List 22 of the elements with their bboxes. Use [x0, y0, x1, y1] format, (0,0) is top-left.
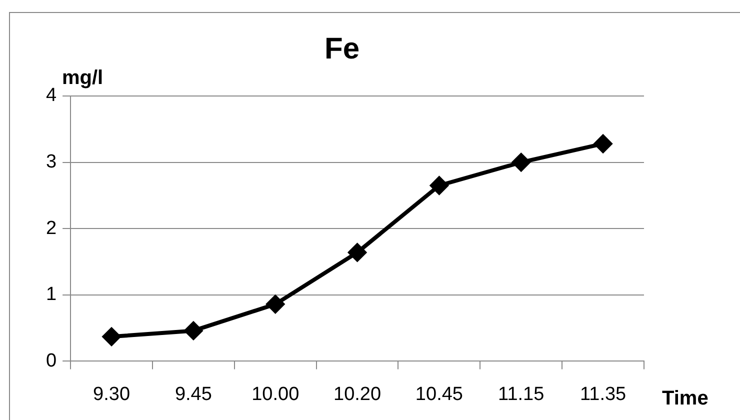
point	[512, 153, 530, 172]
x-tick-label: 9.30	[93, 384, 130, 405]
x-tick-label: 11.15	[498, 384, 544, 405]
y-tick-label: 2	[46, 218, 57, 239]
y-tick-label: 0	[46, 350, 57, 372]
chart-title: Fe	[324, 32, 360, 66]
x-tick-label: 11.35	[580, 384, 626, 405]
x-tick-label: 10.45	[415, 384, 463, 405]
x-tick-label: 10.00	[252, 384, 300, 405]
y-tick-label: 3	[46, 152, 57, 173]
y-axis-title: mg/l	[62, 67, 104, 89]
point	[594, 134, 612, 153]
y-tick-label: 4	[46, 85, 57, 106]
point	[102, 328, 121, 346]
x-tick-label: 9.45	[174, 384, 212, 405]
x-axis-title: Time	[662, 388, 708, 410]
point	[348, 243, 366, 262]
point	[184, 322, 202, 340]
point	[430, 176, 448, 195]
x-tick-label: 10.20	[334, 384, 382, 405]
y-tick-label: 1	[46, 284, 57, 306]
point	[266, 295, 284, 314]
